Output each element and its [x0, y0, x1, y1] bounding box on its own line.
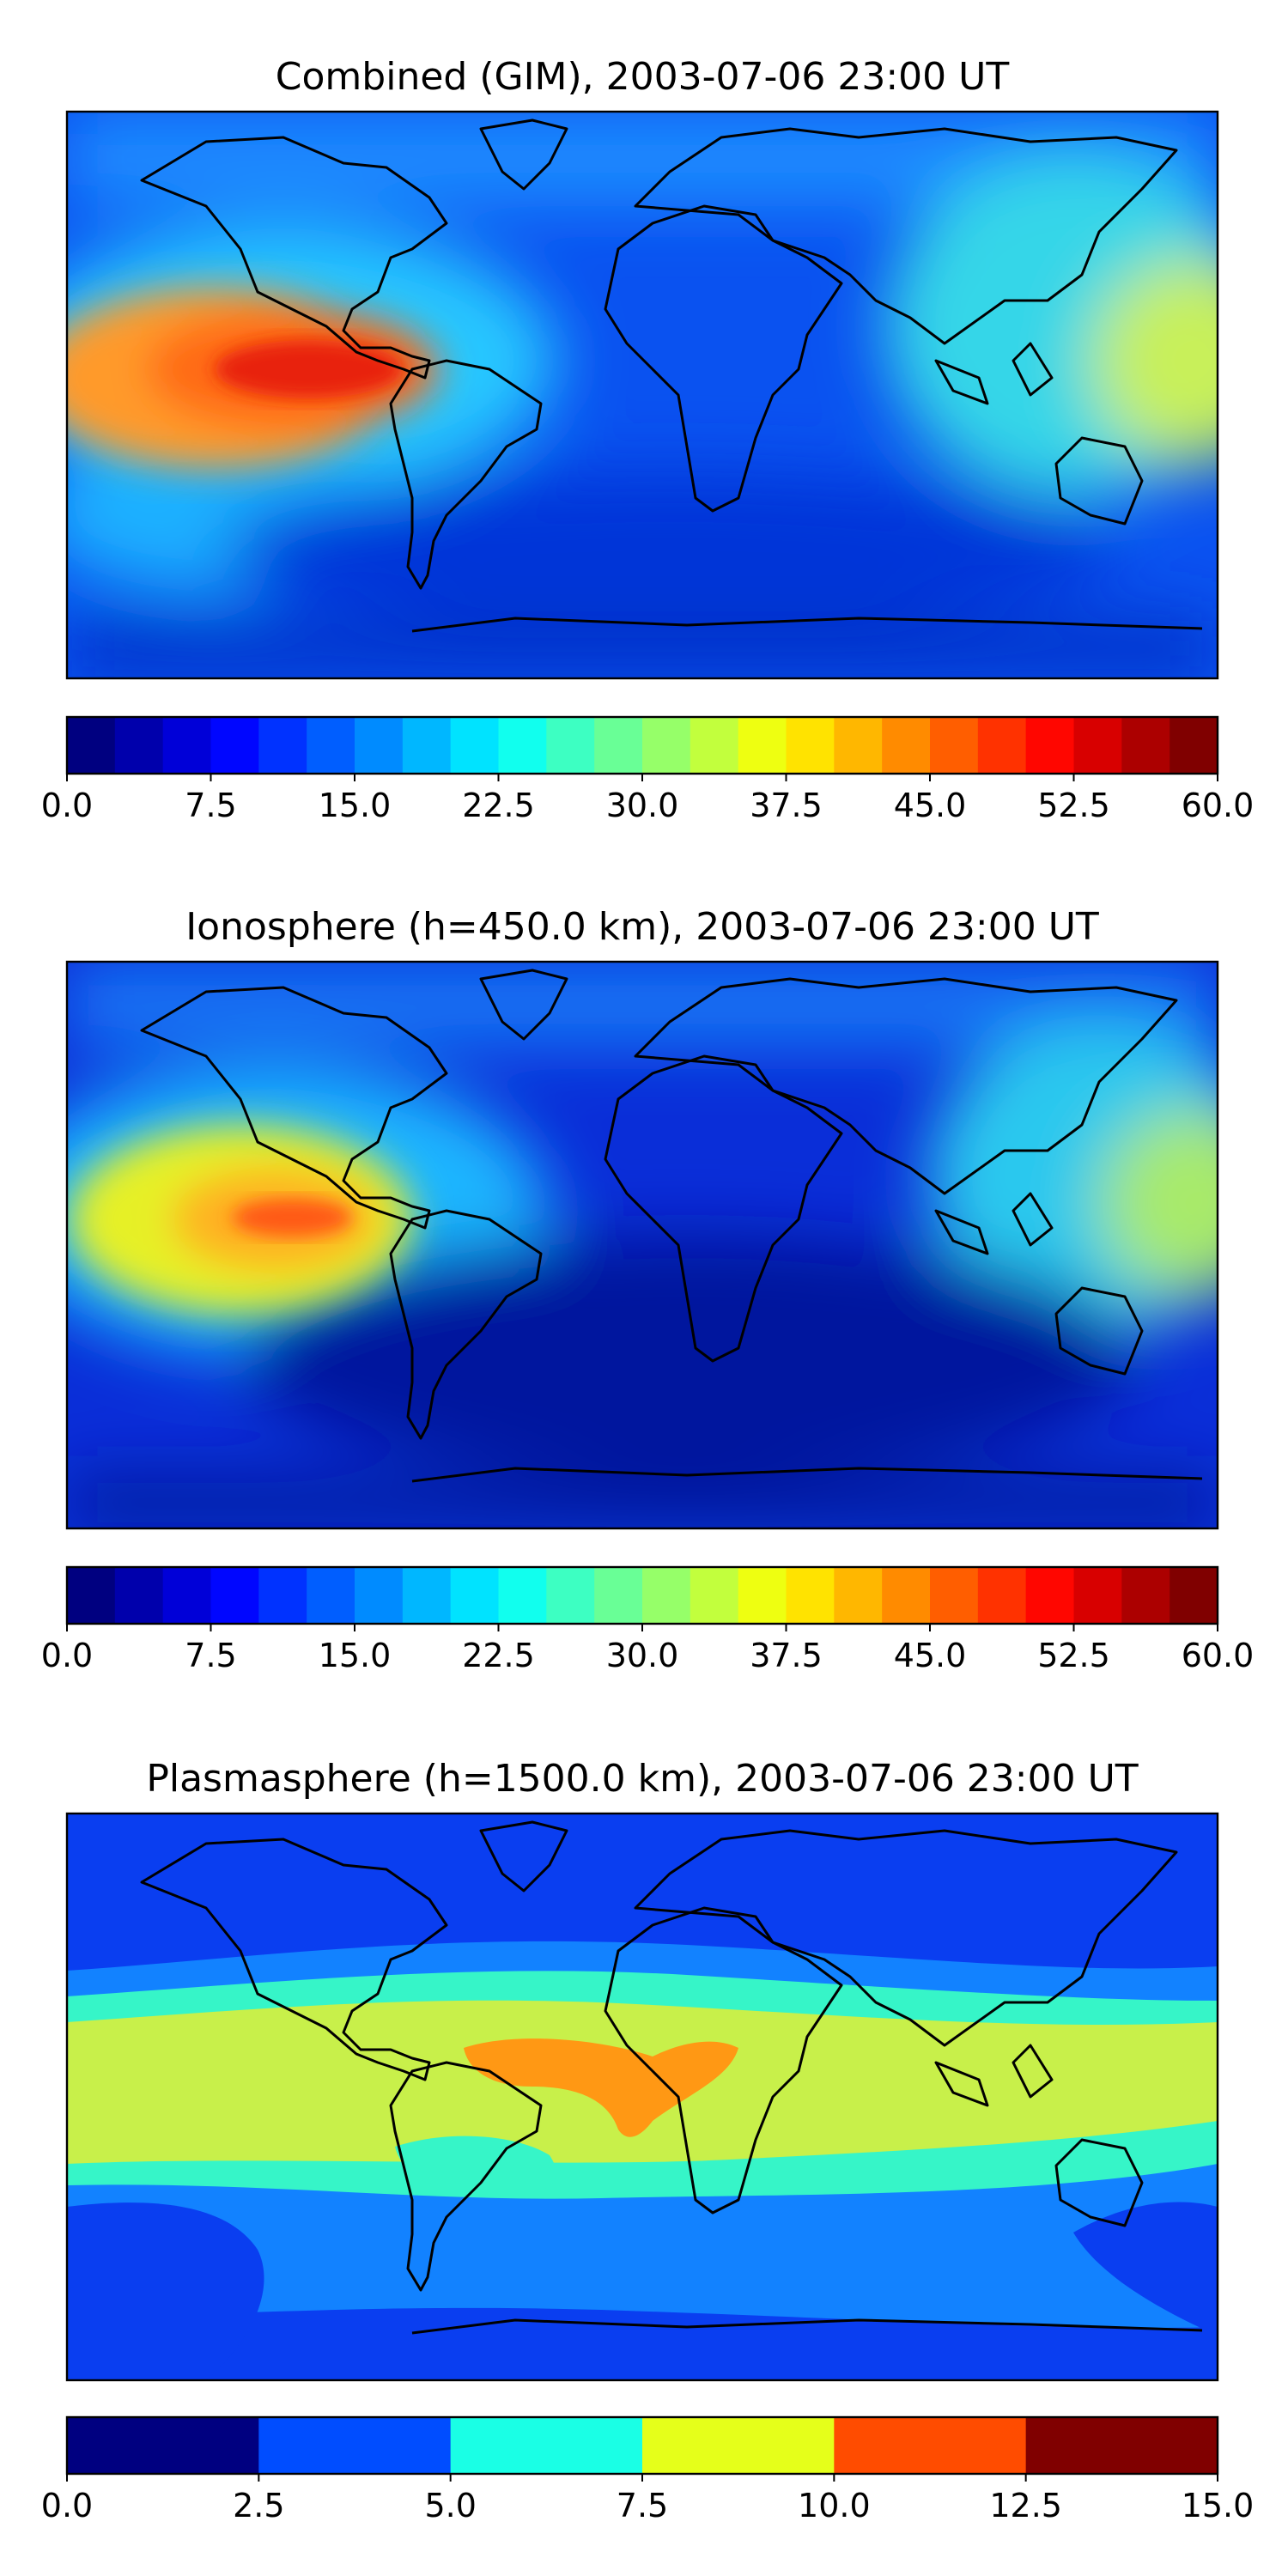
- colorbar-2-level-6: [355, 1567, 404, 1624]
- colorbar-2-level-8: [450, 1567, 500, 1624]
- colorbar-1-tick-label: 45.0: [894, 787, 967, 824]
- colorbar-2-level-20: [1025, 1567, 1075, 1624]
- colorbar-2-tick-label: 60.0: [1182, 1637, 1255, 1674]
- colorbar-1-level-9: [498, 717, 547, 774]
- colorbar-3-tick-label: 15.0: [1182, 2487, 1255, 2524]
- panel-3-frame: [65, 1812, 1219, 2382]
- colorbar-2-tick-label: 37.5: [750, 1637, 823, 1674]
- colorbar-1-tick-label: 60.0: [1182, 787, 1255, 824]
- colorbar-3-level-2: [450, 2417, 643, 2474]
- colorbar-1-level-13: [690, 717, 739, 774]
- colorbar-2-level-16: [834, 1567, 883, 1624]
- panel-2-colorbar: 0.0 7.5 15.0 22.5 30.0 37.5 45.0 52.5 60.0: [41, 1565, 1255, 1674]
- colorbar-1-tick-label: 37.5: [750, 787, 823, 824]
- colorbar-3-tick-label: 7.5: [617, 2487, 668, 2524]
- colorbar-1-level-21: [1073, 717, 1122, 774]
- colorbar-2-tick-label: 0.0: [41, 1637, 93, 1674]
- panel-1-map: [67, 112, 1218, 678]
- panel-1-frame: [65, 110, 1219, 680]
- colorbar-3-tick-label: 0.0: [41, 2487, 93, 2524]
- colorbar-1-level-15: [786, 717, 835, 774]
- colorbar-2-level-4: [258, 1567, 307, 1624]
- colorbar-1-level-5: [307, 717, 355, 774]
- colorbar-2-level-5: [307, 1567, 355, 1624]
- colorbar-1-level-3: [210, 717, 259, 774]
- colorbar-1-tick-label: 7.5: [185, 787, 236, 824]
- colorbar-2-tick-label: 22.5: [462, 1637, 535, 1674]
- colorbar-2-level-3: [210, 1567, 259, 1624]
- colorbar-2-tick-label: 45.0: [894, 1637, 967, 1674]
- colorbar-1-level-19: [977, 717, 1027, 774]
- colorbar-1-tick-label: 52.5: [1037, 787, 1110, 824]
- colorbar-1-level-4: [258, 717, 307, 774]
- panel-3-title: Plasmasphere (h=1500.0 km), 2003-07-06 2…: [146, 1757, 1138, 1801]
- panel-2-map: [67, 962, 1218, 1528]
- colorbar-1-level-20: [1025, 717, 1075, 774]
- colorbar-1-tick-label: 22.5: [462, 787, 535, 824]
- colorbar-1-level-1: [114, 717, 164, 774]
- colorbar-3-level-0: [67, 2417, 259, 2474]
- colorbar-3-level-4: [834, 2417, 1027, 2474]
- colorbar-1-level-22: [1121, 717, 1170, 774]
- colorbar-1-level-18: [930, 717, 979, 774]
- colorbar-3-tick-label: 5.0: [424, 2487, 476, 2524]
- colorbar-3-level-3: [642, 2417, 835, 2474]
- colorbar-3-tick-label: 2.5: [233, 2487, 284, 2524]
- colorbar-2-tick-label: 52.5: [1037, 1637, 1110, 1674]
- panel-3-map: [67, 1814, 1218, 2380]
- colorbar-3-tick-label: 10.0: [798, 2487, 871, 2524]
- colorbar-1-level-0: [67, 717, 116, 774]
- panel-1-colorbar: 0.0 7.5 15.0 22.5 30.0 37.5 45.0 52.5 60.0: [41, 715, 1255, 824]
- colorbar-3-level-5: [1025, 2417, 1218, 2474]
- colorbar-1-level-16: [834, 717, 883, 774]
- panel-1-title: Combined (GIM), 2003-07-06 23:00 UT: [276, 55, 1010, 99]
- colorbar-1-level-2: [162, 717, 212, 774]
- colorbar-1-level-14: [738, 717, 787, 774]
- colorbar-3-level-1: [258, 2417, 452, 2474]
- colorbar-1-level-11: [594, 717, 643, 774]
- colorbar-2-level-23: [1170, 1567, 1218, 1624]
- colorbar-1-level-17: [882, 717, 931, 774]
- colorbar-2-level-12: [642, 1567, 691, 1624]
- colorbar-2-level-22: [1121, 1567, 1170, 1624]
- colorbar-2-level-21: [1073, 1567, 1122, 1624]
- colorbar-2-level-15: [786, 1567, 835, 1624]
- colorbar-1-tick-label: 30.0: [606, 787, 679, 824]
- colorbar-1-level-12: [642, 717, 691, 774]
- colorbar-2-level-2: [162, 1567, 212, 1624]
- panel-2-title: Ionosphere (h=450.0 km), 2003-07-06 23:0…: [185, 905, 1099, 949]
- colorbar-1-level-7: [402, 717, 452, 774]
- colorbar-2-tick-label: 30.0: [606, 1637, 679, 1674]
- colorbar-2-tick-label: 15.0: [319, 1637, 392, 1674]
- colorbar-2-tick-label: 7.5: [185, 1637, 236, 1674]
- colorbar-2-level-7: [402, 1567, 452, 1624]
- colorbar-2-level-18: [930, 1567, 979, 1624]
- colorbar-1-tick-label: 0.0: [41, 787, 93, 824]
- colorbar-2-level-17: [882, 1567, 931, 1624]
- colorbar-2-level-13: [690, 1567, 739, 1624]
- colorbar-2-level-14: [738, 1567, 787, 1624]
- colorbar-2-level-11: [594, 1567, 643, 1624]
- panel-2-frame: [65, 960, 1219, 1530]
- colorbar-1-level-23: [1170, 717, 1218, 774]
- colorbar-2-level-10: [546, 1567, 595, 1624]
- colorbar-2-level-9: [498, 1567, 547, 1624]
- colorbar-3-tick-label: 12.5: [989, 2487, 1062, 2524]
- colorbar-2-level-19: [977, 1567, 1027, 1624]
- colorbar-1-level-8: [450, 717, 500, 774]
- colorbar-2-level-0: [67, 1567, 116, 1624]
- panel-3-colorbar: 0.0 2.5 5.0 7.5 10.0 12.5 15.0: [41, 2415, 1255, 2524]
- colorbar-1-tick-label: 15.0: [319, 787, 392, 824]
- colorbar-1-level-6: [355, 717, 404, 774]
- colorbar-2-level-1: [114, 1567, 164, 1624]
- colorbar-1-level-10: [546, 717, 595, 774]
